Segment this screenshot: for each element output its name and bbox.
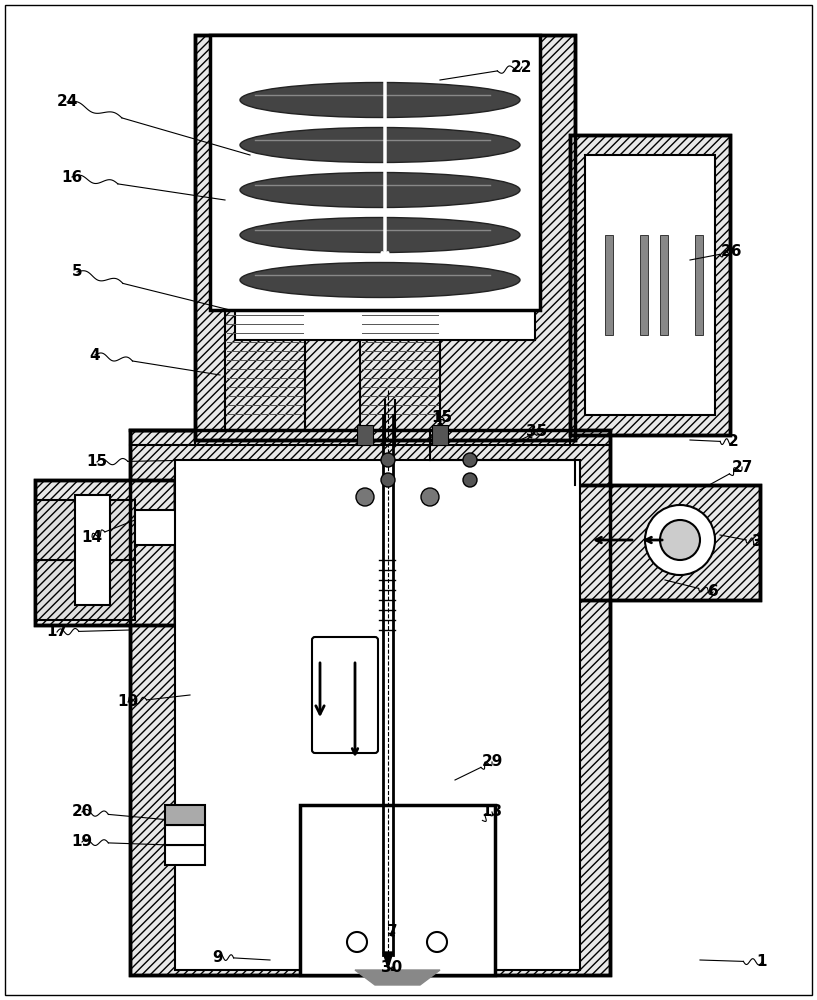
Circle shape xyxy=(421,488,439,506)
Bar xyxy=(360,300,440,430)
Circle shape xyxy=(427,932,447,952)
Bar xyxy=(165,805,205,825)
Ellipse shape xyxy=(240,218,520,252)
FancyBboxPatch shape xyxy=(312,637,378,753)
Text: 13: 13 xyxy=(481,804,502,820)
Bar xyxy=(175,460,580,970)
Text: 19: 19 xyxy=(71,834,92,850)
Text: 30: 30 xyxy=(382,960,403,974)
Bar xyxy=(605,235,613,335)
Bar xyxy=(570,135,730,435)
Bar xyxy=(210,35,540,310)
Bar xyxy=(225,300,305,430)
Bar xyxy=(575,485,760,600)
Text: 9: 9 xyxy=(212,950,223,964)
Text: 17: 17 xyxy=(47,624,68,640)
Text: 14: 14 xyxy=(82,530,103,544)
Text: 29: 29 xyxy=(481,754,502,770)
Bar xyxy=(195,35,575,440)
Polygon shape xyxy=(355,970,440,985)
Bar xyxy=(75,495,110,605)
Text: 26: 26 xyxy=(721,244,743,259)
Bar xyxy=(165,825,205,845)
Text: 3: 3 xyxy=(752,534,762,550)
Circle shape xyxy=(645,505,715,575)
Bar xyxy=(35,480,175,625)
Bar xyxy=(195,35,575,440)
Bar xyxy=(575,485,760,600)
Bar xyxy=(695,235,703,335)
Bar xyxy=(130,430,610,975)
Text: 20: 20 xyxy=(71,804,92,820)
Bar xyxy=(585,155,715,415)
Bar xyxy=(640,235,648,335)
Text: 1: 1 xyxy=(757,954,767,970)
Bar xyxy=(300,805,350,975)
Bar xyxy=(35,500,135,560)
Text: 22: 22 xyxy=(511,60,533,75)
Text: 27: 27 xyxy=(731,460,752,475)
Bar xyxy=(35,480,175,625)
Text: 15: 15 xyxy=(431,410,453,424)
Circle shape xyxy=(347,932,367,952)
Bar xyxy=(445,805,495,975)
Bar xyxy=(235,50,535,340)
Bar xyxy=(357,425,373,445)
Text: 5: 5 xyxy=(72,264,83,279)
Text: 6: 6 xyxy=(708,584,718,599)
Circle shape xyxy=(381,473,395,487)
Circle shape xyxy=(463,473,477,487)
Bar xyxy=(570,135,730,435)
Text: 16: 16 xyxy=(61,169,83,184)
Text: 35: 35 xyxy=(526,424,547,440)
Circle shape xyxy=(356,488,374,506)
Bar xyxy=(135,510,195,545)
Ellipse shape xyxy=(240,172,520,208)
Bar xyxy=(130,430,610,975)
Polygon shape xyxy=(383,952,393,968)
Text: 10: 10 xyxy=(118,694,139,710)
Bar xyxy=(432,425,448,445)
Circle shape xyxy=(463,453,477,467)
Text: 4: 4 xyxy=(90,348,100,362)
Text: 15: 15 xyxy=(87,454,108,470)
Bar xyxy=(165,845,205,865)
Text: 7: 7 xyxy=(386,924,397,940)
Bar xyxy=(660,235,668,335)
Text: 2: 2 xyxy=(728,434,739,450)
Circle shape xyxy=(381,453,395,467)
Ellipse shape xyxy=(240,127,520,162)
Bar xyxy=(300,805,495,975)
Circle shape xyxy=(660,520,700,560)
Bar xyxy=(35,560,135,620)
Ellipse shape xyxy=(240,83,520,117)
Ellipse shape xyxy=(240,262,520,298)
Text: 24: 24 xyxy=(56,95,78,109)
